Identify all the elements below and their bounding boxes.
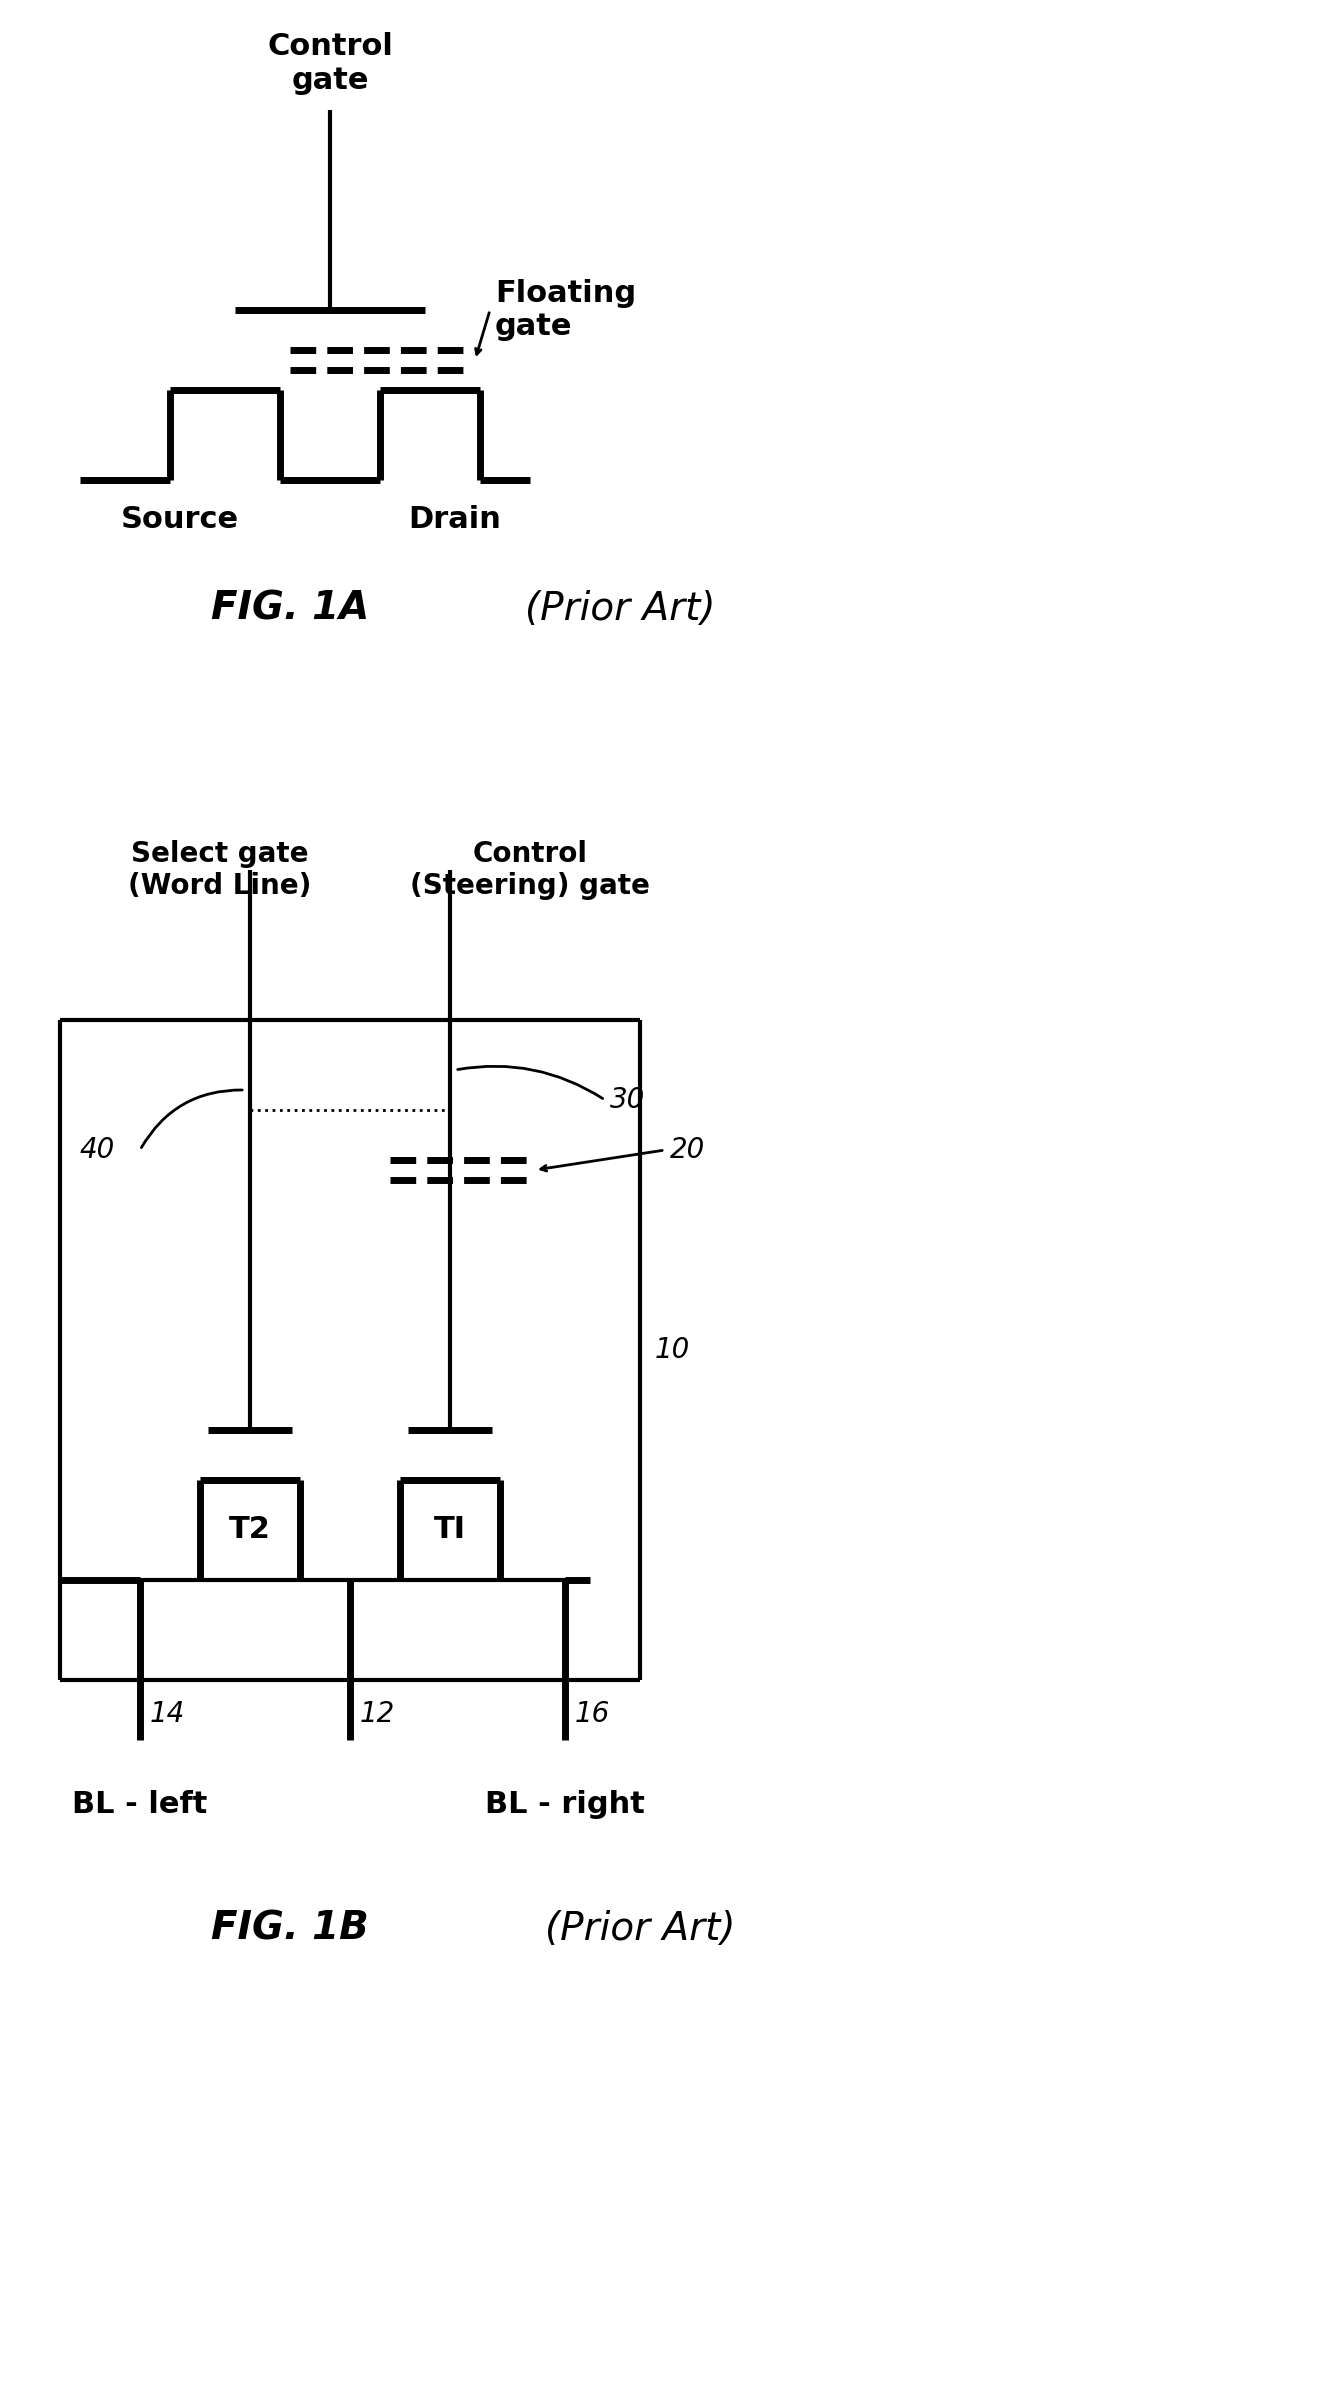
Text: Drain: Drain (409, 506, 501, 535)
Text: 16: 16 (574, 1700, 611, 1729)
Text: 12: 12 (359, 1700, 395, 1729)
Text: Control
(Steering) gate: Control (Steering) gate (410, 840, 649, 901)
Text: FIG. 1A: FIG. 1A (211, 590, 369, 628)
Text: (Prior Art): (Prior Art) (525, 590, 715, 628)
Text: Source: Source (122, 506, 239, 535)
Text: BL - left: BL - left (72, 1789, 207, 1818)
Text: TI: TI (434, 1515, 466, 1544)
Text: T2: T2 (228, 1515, 271, 1544)
Text: 20: 20 (669, 1137, 705, 1163)
Text: (Prior Art): (Prior Art) (545, 1910, 735, 1948)
Text: Select gate
(Word Line): Select gate (Word Line) (128, 840, 311, 901)
Text: BL - right: BL - right (485, 1789, 645, 1818)
Text: 10: 10 (655, 1336, 691, 1363)
Text: 14: 14 (150, 1700, 186, 1729)
Text: 30: 30 (611, 1086, 645, 1115)
Text: 40: 40 (80, 1137, 115, 1163)
Text: Floating
gate: Floating gate (496, 279, 636, 342)
Text: FIG. 1B: FIG. 1B (211, 1910, 369, 1948)
Text: Control
gate: Control gate (267, 31, 393, 94)
